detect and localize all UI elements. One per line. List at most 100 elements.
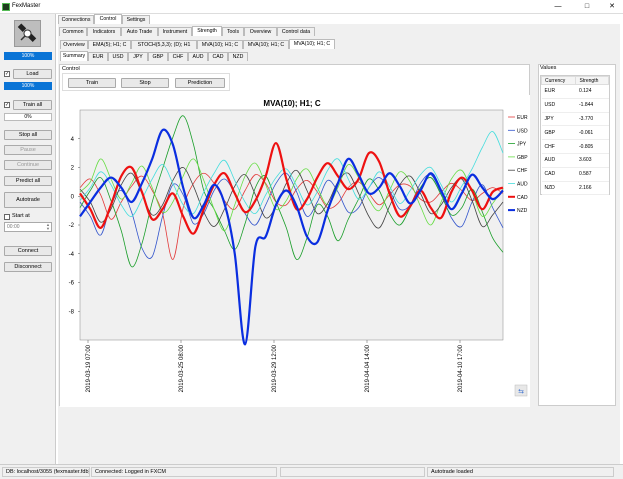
disconnect-button[interactable]: Disconnect: [4, 262, 52, 272]
series-line-chf: [79, 167, 504, 229]
start-time-value: 00:00: [7, 224, 20, 230]
table-row[interactable]: CHF -0.805: [541, 139, 609, 154]
load-checkbox[interactable]: ✓: [4, 71, 10, 77]
series-line-usd: [79, 172, 504, 259]
stop-button[interactable]: Stop: [121, 78, 169, 88]
values-table: Currency Strength EUR 0.124 USD -1.844 JPY…: [540, 75, 610, 196]
currency-tabs: Summary EUR USD JPY GBP CHF AUD CAD NZD: [60, 51, 620, 61]
maximize-button[interactable]: □: [584, 3, 590, 10]
tab-gbp[interactable]: GBP: [148, 52, 168, 61]
tab-eur[interactable]: EUR: [88, 52, 108, 61]
legend-label: USD: [517, 128, 528, 134]
tab-summary[interactable]: Summary: [60, 51, 88, 61]
table-row[interactable]: JPY -3.770: [541, 112, 609, 127]
y-tick-label: -8: [69, 309, 75, 315]
tab-ind-mva-3[interactable]: MVA(10); H1; C: [289, 39, 335, 49]
series-line-jpy: [79, 115, 504, 268]
tab-ind-stoch[interactable]: STOCH(5,3,3); (D); H1: [131, 40, 197, 49]
predict-all-button[interactable]: Predict all: [4, 176, 52, 186]
main-tabs: Connections Control Settings: [58, 14, 618, 24]
progress-bar-top: 100%: [4, 52, 52, 60]
load-button[interactable]: Load: [13, 69, 52, 79]
tab-settings[interactable]: Settings: [122, 15, 150, 24]
tab-nzd[interactable]: NZD: [228, 52, 248, 61]
column-header-currency[interactable]: Currency: [540, 76, 577, 85]
table-row[interactable]: AUD 3.603: [541, 153, 609, 168]
tab-tools[interactable]: Tools: [222, 27, 244, 36]
start-at-checkbox[interactable]: [4, 214, 10, 220]
tab-connections[interactable]: Connections: [58, 15, 94, 24]
tab-usd[interactable]: USD: [108, 52, 128, 61]
stop-all-button[interactable]: Stop all: [4, 130, 52, 140]
train-button[interactable]: Train: [68, 78, 116, 88]
x-tick-label: 2019-03-19 07:00: [86, 344, 92, 392]
table-row[interactable]: NZD 2.166: [541, 181, 609, 196]
y-tick-label: -2: [69, 223, 75, 229]
table-row[interactable]: GBP -0.061: [541, 125, 609, 141]
train-all-button[interactable]: Train all: [13, 100, 52, 110]
tab-ind-mva-2[interactable]: MVA(10); H1; C: [243, 40, 289, 49]
legend-label: CAD: [517, 195, 528, 201]
tab-chf[interactable]: CHF: [168, 52, 188, 61]
close-button[interactable]: ✕: [609, 3, 615, 10]
currency-cell: CHF: [541, 139, 576, 154]
status-bar: DB: localhost/3055 (fexmaster.fdb) Conne…: [0, 464, 623, 479]
satellite-icon: [14, 20, 41, 47]
refresh-chart-button[interactable]: [514, 384, 528, 397]
currency-cell: EUR: [541, 84, 576, 99]
currency-cell: JPY: [541, 112, 576, 127]
legend-label: GBP: [517, 155, 528, 161]
tab-instrument[interactable]: Instrument: [158, 27, 192, 36]
series-line-gbp: [79, 158, 504, 232]
title-bar: FexMaster — □ ✕: [0, 0, 623, 14]
minimize-button[interactable]: —: [554, 3, 562, 10]
train-progress: 0%: [4, 113, 52, 121]
tab-jpy[interactable]: JPY: [128, 52, 148, 61]
autotrade-button[interactable]: Autotrade: [4, 192, 52, 208]
x-tick-label: 2019-03-25 08:00: [179, 344, 185, 392]
x-tick-label: 2019-04-04 14:00: [365, 344, 371, 392]
tab-ind-mva-1[interactable]: MVA(10); H1; C: [197, 40, 243, 49]
start-time-input[interactable]: 00:00 ▲ ▼: [4, 222, 52, 232]
connect-button[interactable]: Connect: [4, 246, 52, 256]
spinner-icon[interactable]: ▲ ▼: [46, 222, 50, 231]
tab-ind-overview[interactable]: Overview: [60, 40, 88, 49]
tab-strength[interactable]: Strength: [192, 26, 222, 36]
chart-title: MVA(10); H1; C: [263, 99, 320, 108]
left-control-panel: 100% ✓ Load 100% ✓ Train all 0% Stop all…: [0, 14, 56, 464]
currency-cell: CAD: [541, 167, 576, 182]
tab-overview[interactable]: Overview: [244, 27, 277, 36]
tab-control[interactable]: Control: [94, 14, 122, 24]
strength-cell: -0.061: [575, 125, 609, 141]
y-tick-label: 2: [71, 166, 75, 172]
table-row[interactable]: EUR 0.124: [541, 84, 609, 99]
strength-cell: 3.603: [575, 153, 609, 168]
column-header-strength[interactable]: Strength: [575, 76, 609, 85]
tab-indicators[interactable]: Indicators: [87, 27, 121, 36]
strength-cell: 0.124: [575, 84, 609, 99]
table-row[interactable]: USD -1.844: [541, 98, 609, 113]
x-tick-label: 2019-03-29 12:00: [272, 344, 278, 392]
tab-auto-trade[interactable]: Auto Trade: [121, 27, 158, 36]
tab-cad[interactable]: CAD: [208, 52, 228, 61]
indicator-tabs: Overview EMA(5); H1; C STOCH(5,3,3); (D)…: [60, 39, 620, 49]
x-tick-label: 2019-04-10 17:00: [458, 344, 464, 392]
pause-button[interactable]: Pause: [4, 145, 52, 155]
continue-button[interactable]: Continue: [4, 160, 52, 170]
app-icon: [2, 3, 10, 11]
status-empty: [280, 467, 425, 477]
legend-box: [506, 110, 528, 220]
tab-aud[interactable]: AUD: [188, 52, 208, 61]
currency-cell: USD: [541, 98, 576, 113]
legend-label: NZD: [517, 208, 528, 214]
y-tick-label: 0: [71, 194, 75, 200]
tab-ind-ema[interactable]: EMA(5); H1; C: [88, 40, 131, 49]
tab-common[interactable]: Common: [59, 27, 87, 36]
train-all-checkbox[interactable]: ✓: [4, 102, 10, 108]
prediction-button[interactable]: Prediction: [175, 78, 225, 88]
tab-control-data[interactable]: Control data: [277, 27, 315, 36]
strength-cell: -1.844: [575, 98, 609, 113]
currency-cell: AUD: [541, 153, 576, 168]
table-row[interactable]: CAD 0.587: [541, 167, 609, 182]
